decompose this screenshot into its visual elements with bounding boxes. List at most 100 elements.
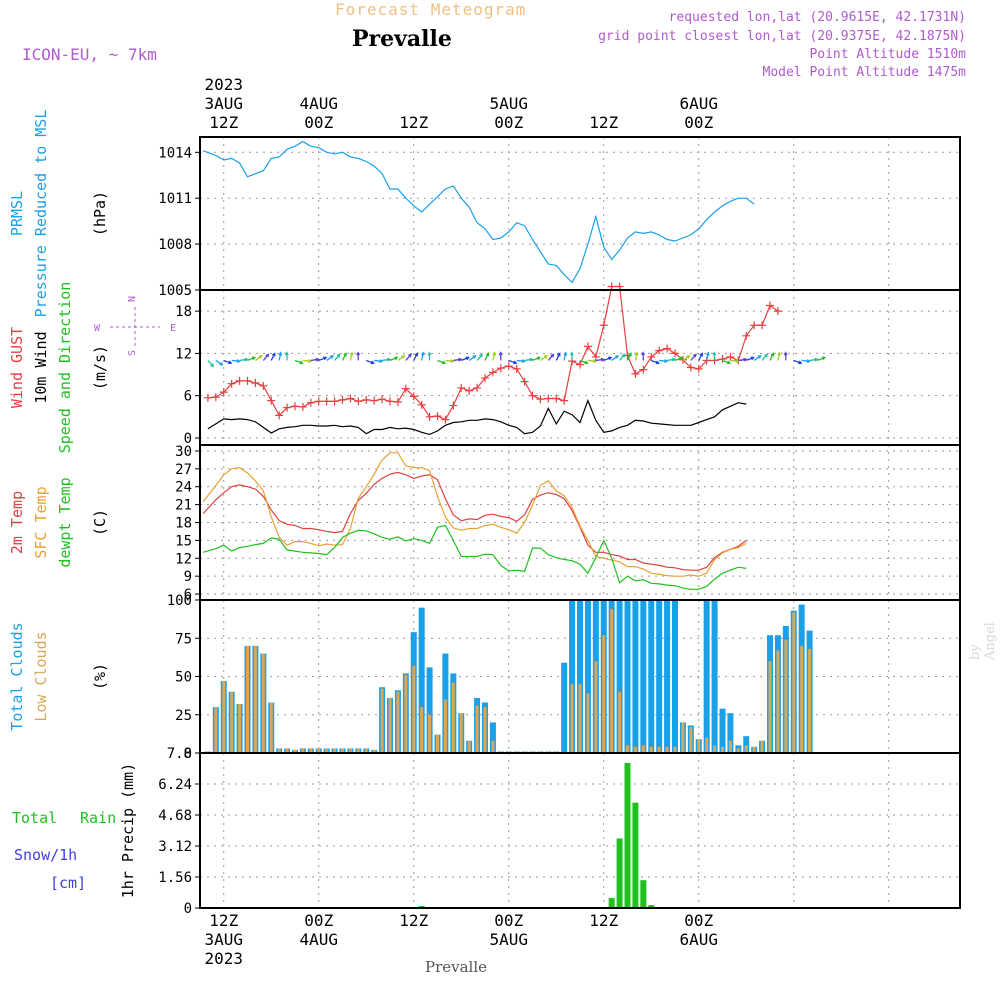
bar-low	[689, 726, 693, 753]
gust-marker	[663, 344, 672, 353]
wind-direction-arrow	[445, 359, 454, 362]
bar-total	[632, 600, 639, 753]
wind-direction-arrow	[761, 353, 768, 361]
wind-direction-arrow	[587, 359, 596, 362]
wind-arrow-head	[442, 360, 447, 365]
y-tick-label: 4.68	[158, 808, 192, 824]
y-axis-label: PRMSL	[8, 191, 26, 236]
compass-n: N	[127, 296, 138, 302]
wind-arrow-head	[621, 353, 626, 358]
wind-direction-arrow	[341, 353, 347, 361]
wind-direction-arrow	[508, 359, 517, 364]
y-axis-label: Low Clouds	[32, 631, 50, 721]
wind-arrow-head	[712, 351, 717, 356]
wind-arrow-head	[821, 356, 827, 361]
wind-direction-arrow	[302, 359, 311, 362]
gust-marker	[599, 321, 608, 330]
time-label-top: 6AUG	[679, 94, 718, 113]
wind-arrow-head	[814, 357, 819, 362]
bar-low	[665, 746, 669, 753]
bar-low	[705, 737, 709, 753]
bar-low	[610, 609, 614, 753]
bar-low	[246, 645, 249, 753]
wind-arrow-head	[777, 351, 781, 356]
wind-arrow-head	[386, 357, 392, 362]
panel-pressure	[195, 136, 961, 291]
bar-low	[760, 740, 764, 753]
gust-marker	[647, 352, 656, 361]
gust-marker	[298, 402, 307, 411]
wind-arrow-head	[592, 359, 598, 363]
gust-marker	[504, 362, 513, 371]
wind-direction-arrow	[540, 355, 548, 361]
y-axis-label: Wind GUST	[8, 327, 26, 408]
wind-direction-arrow	[555, 353, 561, 361]
gust-marker	[465, 386, 474, 395]
bar-low	[451, 682, 455, 753]
wind-direction-arrow	[730, 359, 739, 362]
wind-arrow-head	[806, 359, 811, 363]
wind-arrow-head	[336, 353, 341, 358]
panel-frame	[199, 752, 961, 909]
wind-arrow-head	[472, 355, 477, 359]
bar-low	[412, 665, 416, 753]
gust-marker	[512, 364, 521, 373]
bar-low	[341, 748, 344, 753]
wind-direction-arrow	[563, 352, 567, 361]
bar-low	[467, 740, 471, 753]
wind-direction-arrow	[801, 359, 810, 362]
wind-arrow-head	[699, 352, 703, 357]
wind-direction-arrow	[674, 356, 683, 362]
bar-total	[648, 600, 655, 753]
wind-direction-arrow	[326, 355, 334, 361]
wind-direction-arrow	[706, 352, 709, 361]
left-label-snow: Snow/1h	[14, 846, 77, 864]
gust-marker	[631, 369, 640, 378]
gust-marker	[322, 397, 331, 406]
wind-arrow-head	[569, 351, 574, 356]
chart-subtitle: Forecast Meteogram	[335, 0, 527, 19]
wind-direction-arrow	[769, 353, 775, 361]
gust-marker	[306, 398, 315, 407]
bar-low	[618, 691, 622, 753]
bar-total	[703, 600, 710, 753]
gust-marker	[425, 412, 434, 421]
bar-low	[633, 746, 637, 753]
gust-marker	[211, 393, 220, 402]
wind-arrow-head	[770, 352, 775, 357]
y-tick-label: 6.24	[158, 777, 192, 793]
gust-marker	[251, 379, 260, 387]
time-label-top: 3AUG	[204, 94, 243, 113]
gust-marker	[362, 395, 371, 404]
gust-marker	[583, 342, 592, 351]
y-axis-label: 2m Temp	[8, 491, 26, 554]
wind-direction-arrow	[809, 358, 818, 362]
compass-e: E	[170, 323, 176, 334]
wind-direction-arrow	[278, 352, 282, 361]
wind-arrow-head	[414, 352, 418, 357]
gust-marker	[283, 403, 292, 412]
y-tick-label: 30	[175, 444, 192, 460]
wind-direction-arrow	[231, 359, 240, 362]
wind-direction-arrow	[223, 359, 232, 364]
wind-direction-arrow	[619, 353, 626, 361]
gust-marker	[219, 388, 228, 397]
wind-direction-arrow	[421, 352, 424, 361]
bar-low	[285, 748, 289, 753]
bar-total	[672, 600, 678, 753]
wind-arrow-head	[608, 356, 613, 361]
wind-arrow-head	[705, 351, 710, 356]
gust-marker	[243, 376, 252, 385]
time-label-bottom: 00Z	[494, 911, 523, 930]
wind-direction-arrow	[239, 358, 248, 362]
wind-arrow-head	[251, 356, 257, 361]
wind-arrow-head	[278, 351, 283, 356]
bar-low	[325, 748, 329, 753]
y-axis-label: dewpt Temp	[56, 477, 74, 567]
gust-marker	[401, 384, 410, 393]
gust-marker	[346, 394, 355, 403]
gust-marker	[773, 307, 782, 316]
wind-arrow-head	[271, 352, 276, 357]
wind-direction-arrow	[389, 356, 398, 362]
bar-low	[570, 684, 574, 753]
